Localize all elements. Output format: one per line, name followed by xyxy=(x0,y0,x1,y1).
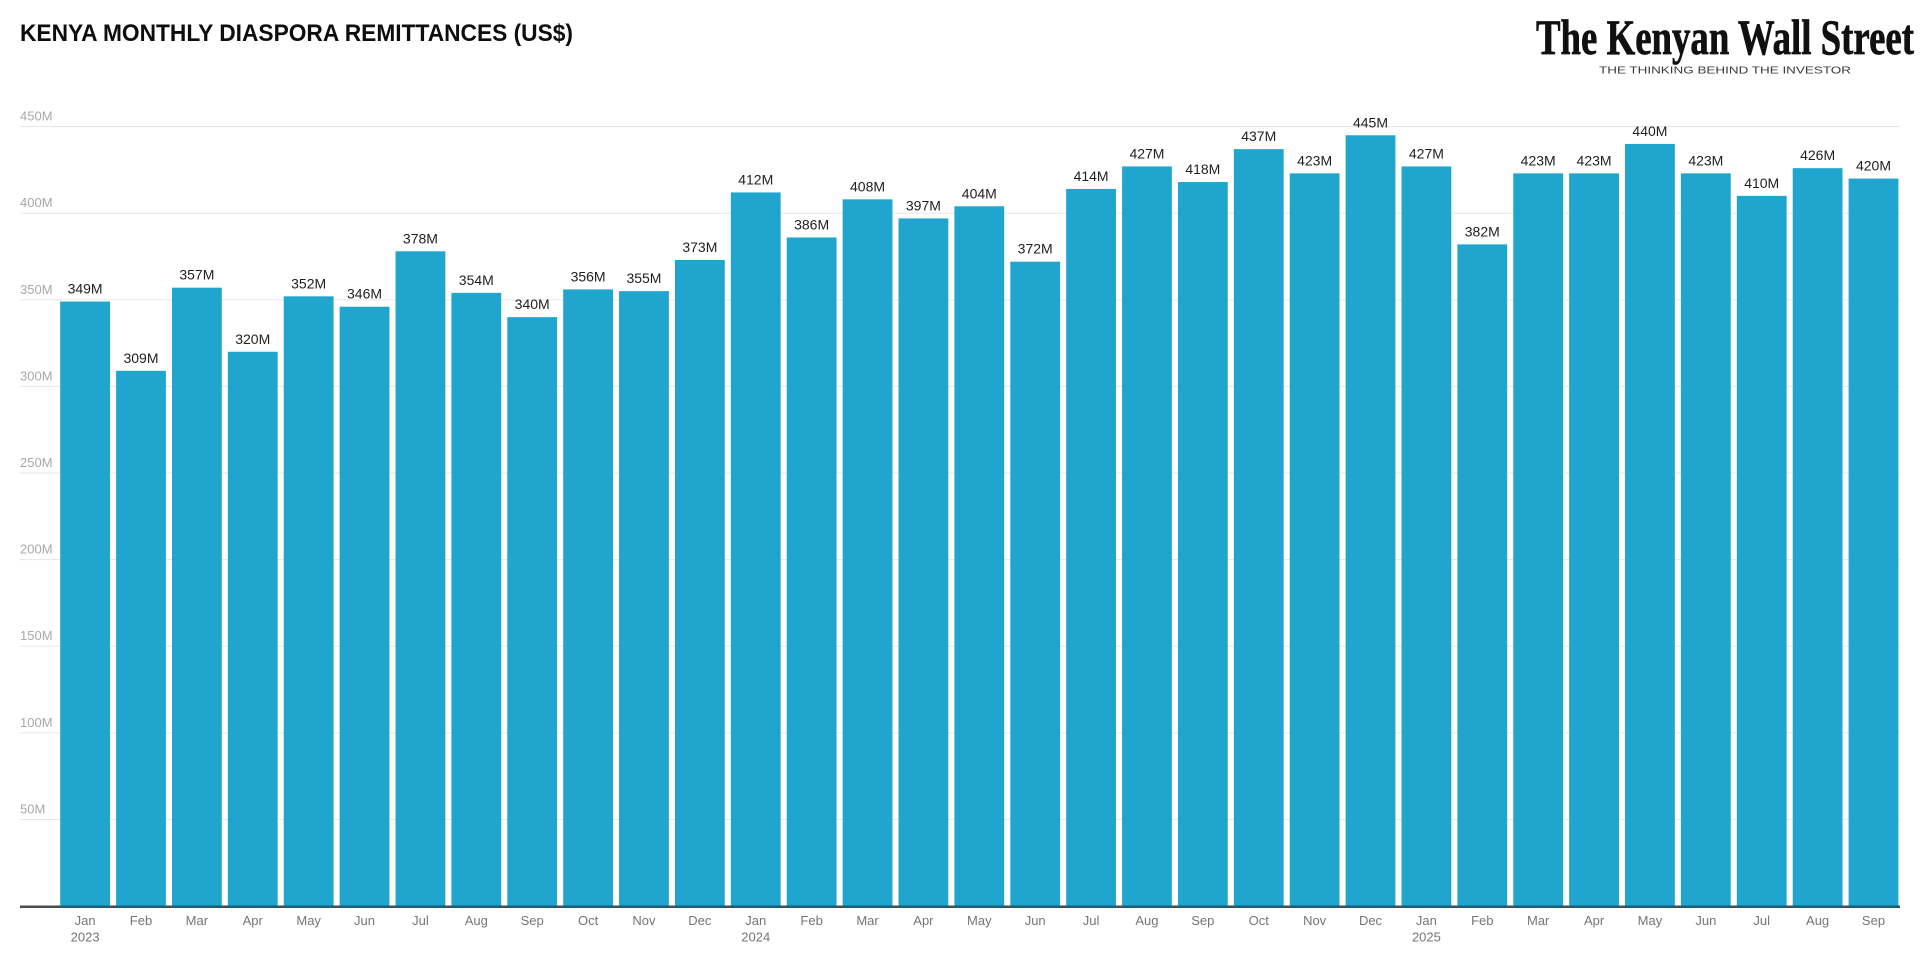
svg-text:May: May xyxy=(296,913,321,928)
svg-text:200M: 200M xyxy=(20,542,53,557)
svg-text:150M: 150M xyxy=(20,628,53,643)
svg-text:355M: 355M xyxy=(626,270,661,286)
svg-text:KENYA MONTHLY DIASPORA REMITTA: KENYA MONTHLY DIASPORA REMITTANCES (US$) xyxy=(20,20,573,47)
svg-text:Jan: Jan xyxy=(745,913,766,928)
svg-text:250M: 250M xyxy=(20,455,53,470)
svg-text:372M: 372M xyxy=(1018,241,1053,257)
svg-text:Jul: Jul xyxy=(1083,913,1100,928)
svg-text:2024: 2024 xyxy=(741,930,770,945)
svg-text:Dec: Dec xyxy=(688,913,712,928)
svg-text:412M: 412M xyxy=(738,171,773,187)
svg-text:Sep: Sep xyxy=(1191,913,1214,928)
svg-text:Apr: Apr xyxy=(243,913,264,928)
svg-text:373M: 373M xyxy=(682,239,717,255)
svg-text:440M: 440M xyxy=(1632,123,1667,139)
svg-text:427M: 427M xyxy=(1409,145,1444,161)
svg-text:Oct: Oct xyxy=(578,913,599,928)
svg-text:THE THINKING BEHIND THE INVEST: THE THINKING BEHIND THE INVESTOR xyxy=(1599,65,1852,77)
svg-text:378M: 378M xyxy=(403,230,438,246)
svg-text:Mar: Mar xyxy=(856,913,879,928)
svg-text:Aug: Aug xyxy=(1806,913,1829,928)
svg-text:309M: 309M xyxy=(123,350,158,366)
svg-text:420M: 420M xyxy=(1856,158,1891,174)
svg-text:50M: 50M xyxy=(20,801,45,816)
svg-text:423M: 423M xyxy=(1688,152,1723,168)
svg-text:Mar: Mar xyxy=(186,913,209,928)
svg-text:The Kenyan Wall Street: The Kenyan Wall Street xyxy=(1536,9,1914,65)
svg-text:354M: 354M xyxy=(459,272,494,288)
svg-text:410M: 410M xyxy=(1744,175,1779,191)
svg-text:427M: 427M xyxy=(1129,145,1164,161)
svg-text:340M: 340M xyxy=(515,296,550,312)
svg-text:Jul: Jul xyxy=(412,913,429,928)
svg-text:Sep: Sep xyxy=(521,913,544,928)
svg-text:423M: 423M xyxy=(1577,152,1612,168)
svg-text:408M: 408M xyxy=(850,178,885,194)
svg-text:450M: 450M xyxy=(20,109,53,124)
svg-text:Apr: Apr xyxy=(1584,913,1605,928)
svg-text:2023: 2023 xyxy=(71,930,100,945)
svg-text:Apr: Apr xyxy=(913,913,934,928)
svg-text:414M: 414M xyxy=(1074,168,1109,184)
svg-text:Dec: Dec xyxy=(1359,913,1383,928)
svg-text:Jan: Jan xyxy=(1416,913,1437,928)
svg-text:349M: 349M xyxy=(68,281,103,297)
svg-text:400M: 400M xyxy=(20,195,53,210)
svg-text:357M: 357M xyxy=(179,267,214,283)
svg-text:Jun: Jun xyxy=(354,913,375,928)
svg-text:445M: 445M xyxy=(1353,114,1388,130)
svg-text:352M: 352M xyxy=(291,275,326,291)
svg-text:300M: 300M xyxy=(20,368,53,383)
svg-text:418M: 418M xyxy=(1185,161,1220,177)
svg-text:2025: 2025 xyxy=(1412,930,1441,945)
svg-text:Jun: Jun xyxy=(1025,913,1046,928)
svg-text:Nov: Nov xyxy=(632,913,656,928)
svg-text:100M: 100M xyxy=(20,715,53,730)
svg-text:Aug: Aug xyxy=(1135,913,1158,928)
svg-text:May: May xyxy=(967,913,992,928)
svg-text:404M: 404M xyxy=(962,185,997,201)
svg-text:Mar: Mar xyxy=(1527,913,1550,928)
svg-text:397M: 397M xyxy=(906,197,941,213)
svg-text:Feb: Feb xyxy=(130,913,152,928)
svg-text:Oct: Oct xyxy=(1249,913,1270,928)
svg-text:356M: 356M xyxy=(571,268,606,284)
svg-text:320M: 320M xyxy=(235,331,270,347)
svg-text:382M: 382M xyxy=(1465,223,1500,239)
svg-text:350M: 350M xyxy=(20,282,53,297)
svg-text:426M: 426M xyxy=(1800,147,1835,163)
svg-text:Feb: Feb xyxy=(1471,913,1493,928)
svg-text:423M: 423M xyxy=(1521,152,1556,168)
svg-text:346M: 346M xyxy=(347,286,382,302)
svg-text:Jul: Jul xyxy=(1753,913,1770,928)
svg-text:Jan: Jan xyxy=(75,913,96,928)
svg-text:May: May xyxy=(1638,913,1663,928)
svg-text:Jun: Jun xyxy=(1695,913,1716,928)
svg-text:Feb: Feb xyxy=(800,913,822,928)
svg-text:Nov: Nov xyxy=(1303,913,1327,928)
svg-text:437M: 437M xyxy=(1241,128,1276,144)
svg-text:423M: 423M xyxy=(1297,152,1332,168)
svg-text:Aug: Aug xyxy=(465,913,488,928)
svg-text:386M: 386M xyxy=(794,216,829,232)
svg-text:Sep: Sep xyxy=(1862,913,1885,928)
